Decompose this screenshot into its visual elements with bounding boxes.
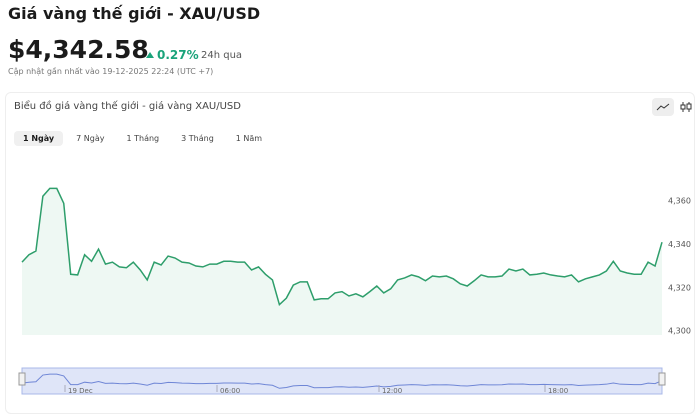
navigator-handle[interactable] — [658, 372, 666, 386]
navigator-label: 18:00 — [548, 387, 568, 395]
line-mode-button[interactable] — [652, 98, 674, 116]
tab[interactable]: 1 Năm — [235, 134, 263, 143]
price: $4,342.58 — [8, 35, 149, 64]
y-tick-label: 4,320 — [668, 283, 691, 292]
updated: Cập nhật gần nhất vào 19-12-2025 22:24 (… — [8, 67, 214, 76]
tab[interactable]: 1 Tháng — [126, 134, 160, 143]
line — [21, 187, 663, 307]
navigator-handle[interactable] — [18, 372, 26, 386]
y-tick-label: 4,360 — [668, 197, 691, 206]
tabs: 1 Ngày 7 Ngày 1 Tháng 3 Tháng 1 Năm — [14, 131, 271, 146]
card-title: Biểu đồ giá vàng thế giới - giá vàng XAU… — [14, 101, 241, 112]
navigator-label: 12:00 — [382, 387, 402, 395]
candle-mode-button[interactable] — [677, 98, 695, 116]
navigator-label: 19 Dec — [68, 387, 93, 395]
area — [22, 188, 662, 335]
navigator-window — [21, 367, 663, 395]
tab[interactable]: 1 Ngày — [14, 131, 64, 146]
chart: 4,300 4,320 4,340 4,360 19 Dec 06:00 12:00 18:0… — [18, 187, 691, 395]
period: 24h qua — [201, 50, 243, 61]
page: Giá vàng thế giới - XAU/USD $4,342.58 0.… — [5, 4, 695, 414]
change: 0.27% — [157, 48, 199, 62]
tab[interactable]: 3 Tháng — [181, 134, 214, 143]
tab[interactable]: 7 Ngày — [76, 134, 105, 143]
page-title: Giá vàng thế giới - XAU/USD — [8, 4, 261, 23]
y-tick-label: 4,300 — [668, 327, 691, 336]
y-tick-label: 4,340 — [668, 240, 691, 249]
navigator-label: 06:00 — [220, 387, 240, 395]
up-arrow — [146, 52, 154, 58]
navigator-line — [21, 373, 663, 389]
